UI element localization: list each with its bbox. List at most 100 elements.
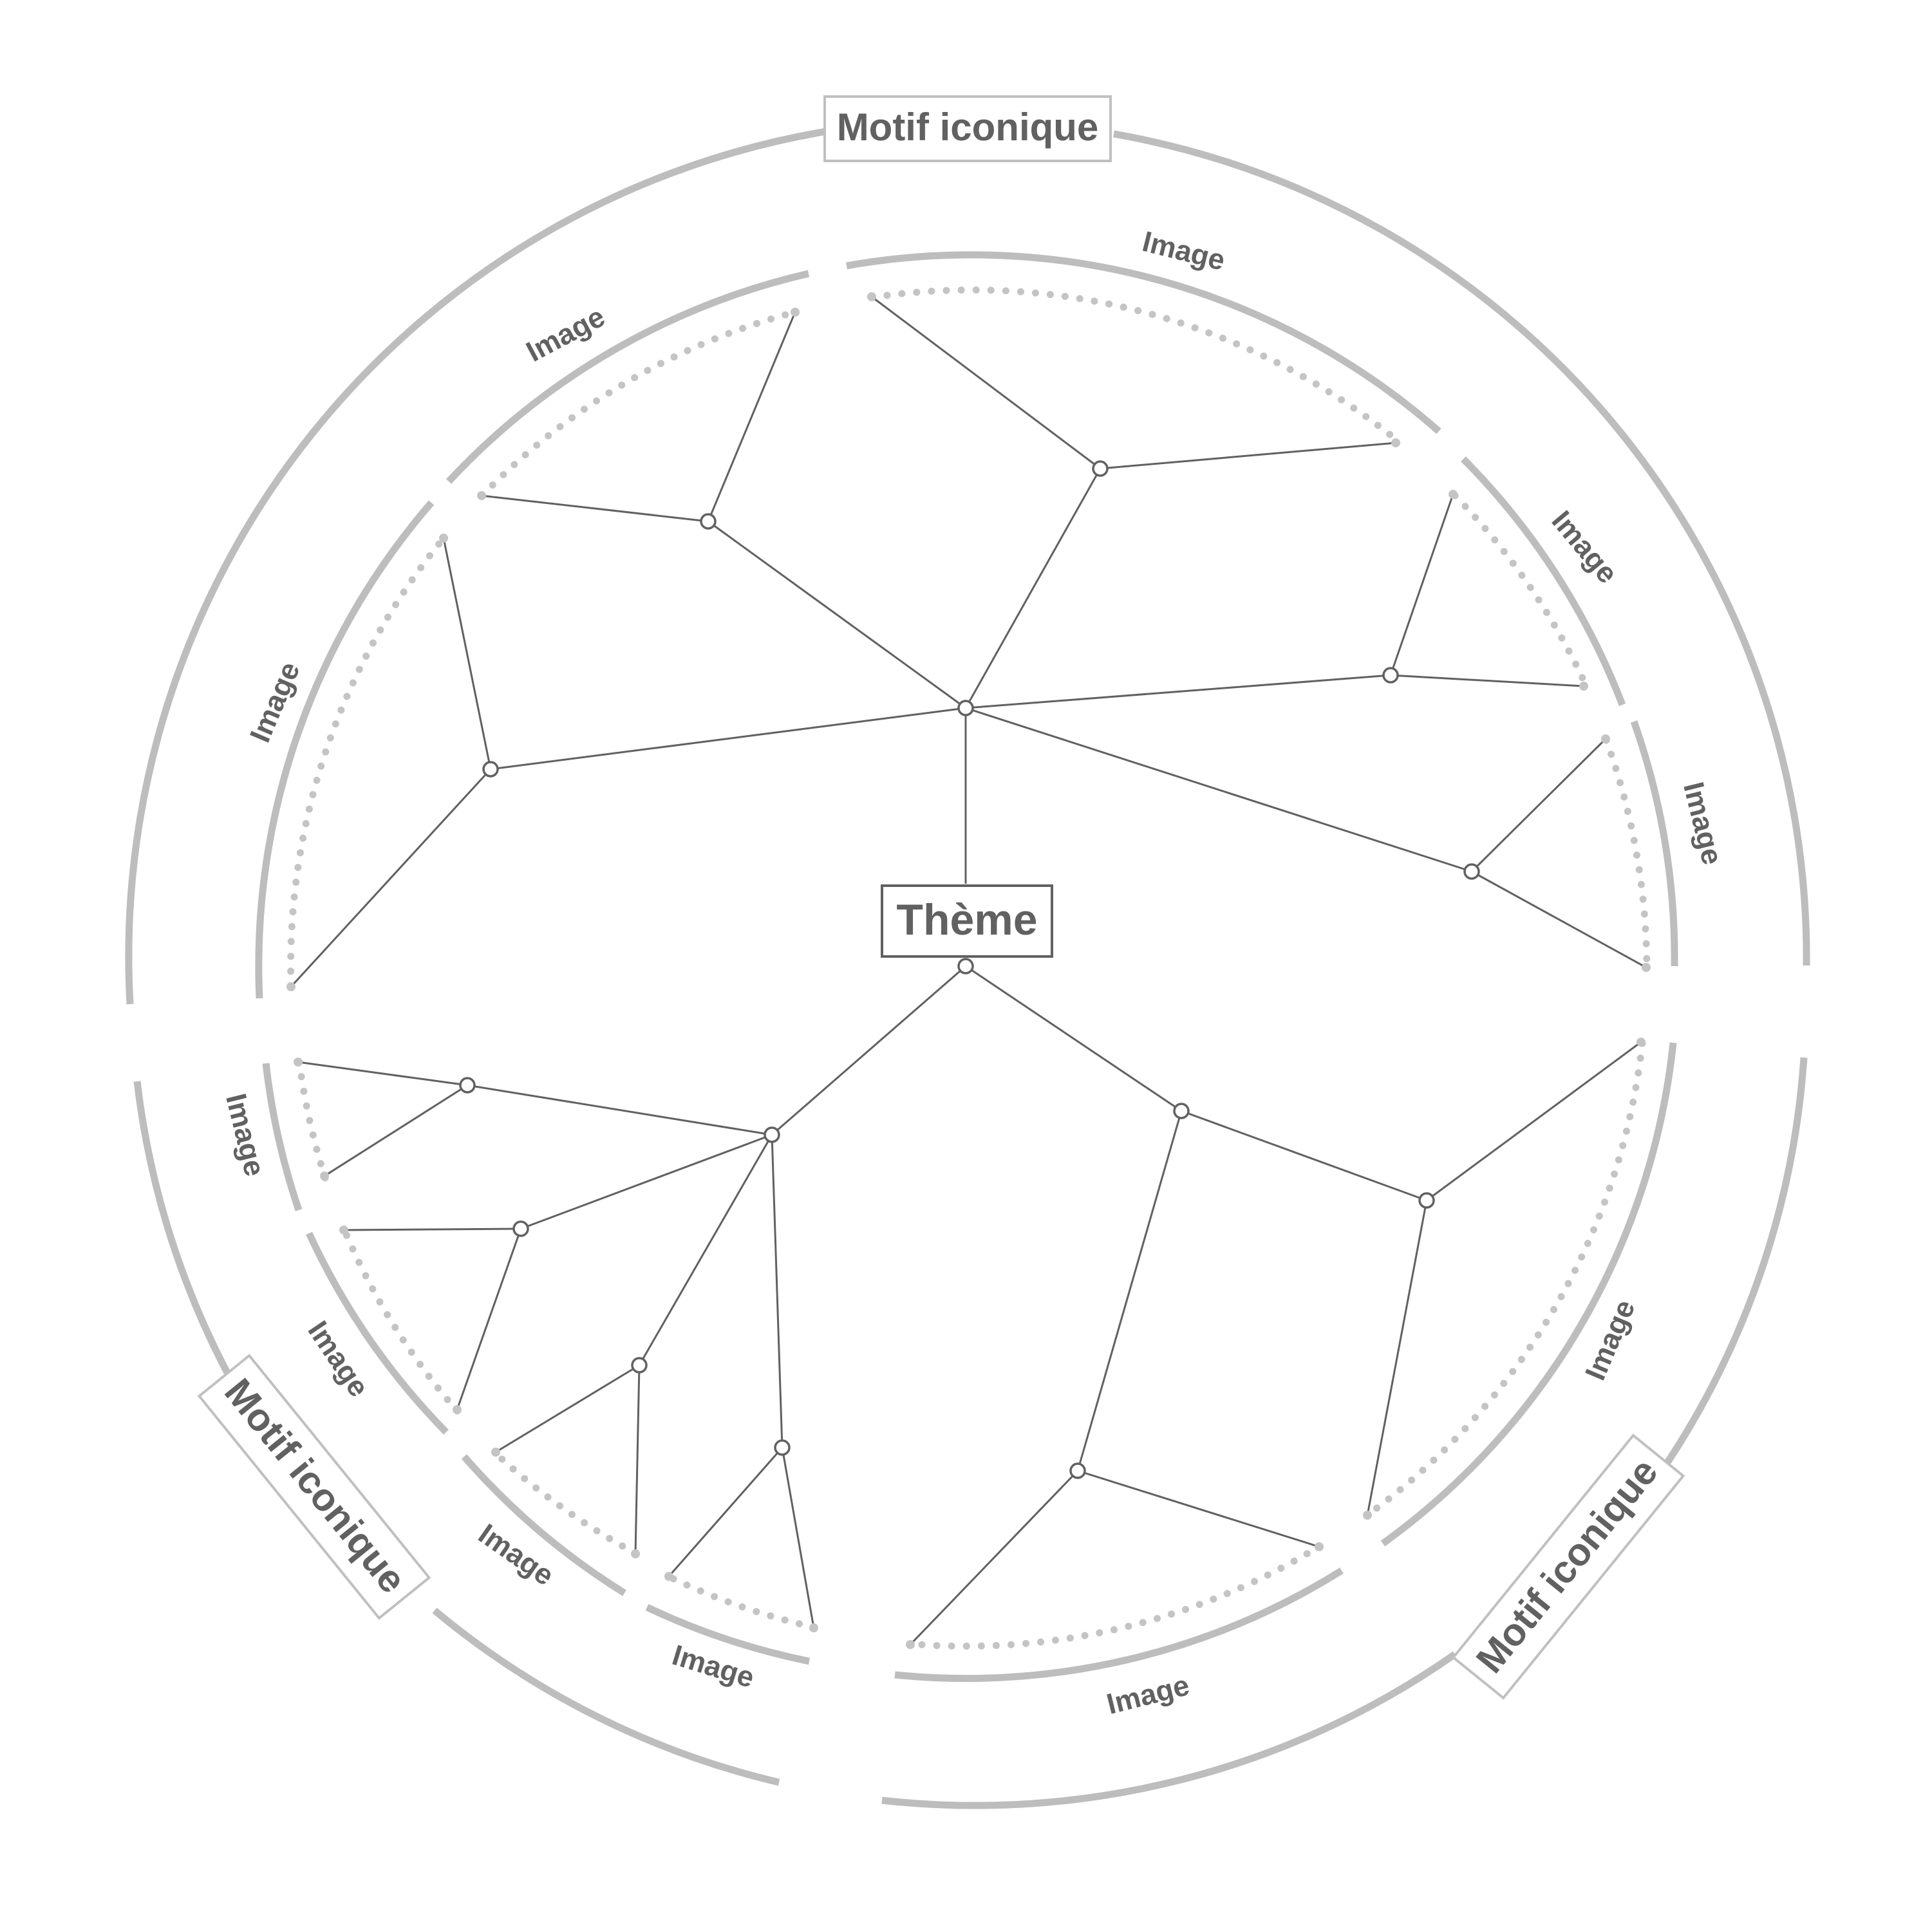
edge	[490, 707, 966, 770]
edge	[638, 1134, 773, 1366]
image-label: Image	[220, 1090, 272, 1180]
edge	[456, 1228, 522, 1410]
dotted-arc	[341, 1226, 461, 1415]
image-label: Image	[1140, 225, 1229, 277]
theme-label: Thème	[896, 895, 1037, 944]
edge	[442, 537, 492, 770]
dotted-arc	[295, 1059, 329, 1182]
edge	[290, 768, 492, 988]
branch-node	[774, 1439, 791, 1456]
leaf-point	[664, 1572, 673, 1581]
leaf-point	[286, 982, 295, 991]
edge	[634, 1365, 641, 1554]
leaf-point	[477, 491, 486, 500]
inner-ring	[255, 251, 1678, 1683]
motif-label-left: Motif iconique	[197, 1354, 431, 1620]
edge	[965, 674, 1391, 709]
dotted-arc	[1364, 1040, 1646, 1518]
dotted-arc	[1602, 736, 1651, 971]
edge	[771, 965, 966, 1136]
image-arc-8	[306, 1231, 449, 1435]
leaf-point	[1637, 1038, 1646, 1047]
edge	[965, 707, 1472, 873]
motif-box	[197, 1354, 431, 1620]
image-arc-7	[461, 1454, 626, 1596]
edge	[467, 1084, 773, 1136]
branch-node	[1092, 460, 1109, 477]
branch-node	[1069, 1462, 1086, 1479]
dotted-arc	[491, 1449, 639, 1557]
leaf-point	[1449, 490, 1458, 499]
leaf-point	[453, 1405, 462, 1414]
edge	[1389, 494, 1454, 676]
image-arc-10	[255, 500, 435, 999]
motif-label: Motif iconique	[1468, 1450, 1666, 1681]
edge	[965, 965, 1182, 1112]
leaf-point	[631, 1549, 640, 1558]
leaf-point	[1363, 1511, 1372, 1520]
root-node-top	[957, 700, 974, 716]
edge	[1077, 1469, 1320, 1548]
image-arc-1	[846, 251, 1441, 434]
dotted-arc	[907, 1542, 1324, 1650]
edge	[1076, 1110, 1183, 1471]
edge	[1471, 870, 1647, 969]
branch-node	[1418, 1192, 1435, 1209]
edge	[964, 468, 1102, 709]
leaf-point	[1642, 963, 1651, 972]
leaf-point	[439, 534, 448, 543]
branch-node	[1382, 667, 1399, 684]
leaf-point	[1391, 438, 1400, 447]
edge	[1100, 442, 1396, 470]
edge	[495, 1364, 640, 1453]
edge	[1426, 1041, 1642, 1202]
motif-box	[823, 95, 1112, 162]
motif-box	[1451, 1433, 1685, 1700]
branch-node	[631, 1357, 648, 1374]
branch-node	[1173, 1103, 1190, 1119]
edge	[1181, 1110, 1427, 1202]
tree-edges	[290, 295, 1647, 1646]
root-node-bottom	[957, 958, 974, 975]
leaf-point	[867, 292, 876, 301]
image-arc-3	[1630, 720, 1678, 967]
leaf-point	[1579, 682, 1588, 691]
motif-arc-bottom-right	[881, 1057, 1808, 1809]
motif-arc-bottom-left	[133, 1081, 780, 1786]
image-arc-9	[262, 1063, 303, 1211]
image-label: Image	[1677, 779, 1729, 868]
leaf-point	[906, 1640, 915, 1649]
image-label: Image	[473, 1517, 560, 1592]
image-arc-4	[1380, 1042, 1677, 1547]
image-arc-6	[645, 1604, 811, 1665]
outer-ring	[125, 127, 1810, 1809]
leaf-point	[1601, 734, 1610, 743]
edge	[707, 312, 796, 522]
edge	[324, 1084, 468, 1177]
edge	[1390, 674, 1584, 687]
leaf-point	[320, 1171, 329, 1180]
edge	[1470, 738, 1607, 873]
leaf-point	[491, 1448, 500, 1457]
dotted-arc	[666, 1573, 818, 1631]
image-arc-2	[1461, 456, 1626, 706]
dotted-arc	[287, 534, 448, 990]
leaf-point	[809, 1623, 818, 1632]
edge	[871, 295, 1101, 470]
branch-node	[482, 761, 499, 778]
dotted-arc	[868, 286, 1404, 447]
branch-nodes	[459, 460, 1480, 1479]
edge	[520, 1133, 773, 1230]
leaf-point	[339, 1226, 348, 1235]
edge	[481, 494, 709, 523]
theme-box	[881, 884, 1053, 958]
edge	[668, 1447, 783, 1577]
theme-node: Thème	[881, 884, 1053, 958]
branch-node	[1463, 863, 1480, 880]
dotted-arcs	[287, 286, 1651, 1650]
edge	[909, 1469, 1079, 1646]
leaf-point	[791, 308, 800, 317]
motif-label-right: Motif iconique	[1451, 1433, 1685, 1700]
edge	[708, 520, 966, 709]
edge	[781, 1447, 815, 1628]
